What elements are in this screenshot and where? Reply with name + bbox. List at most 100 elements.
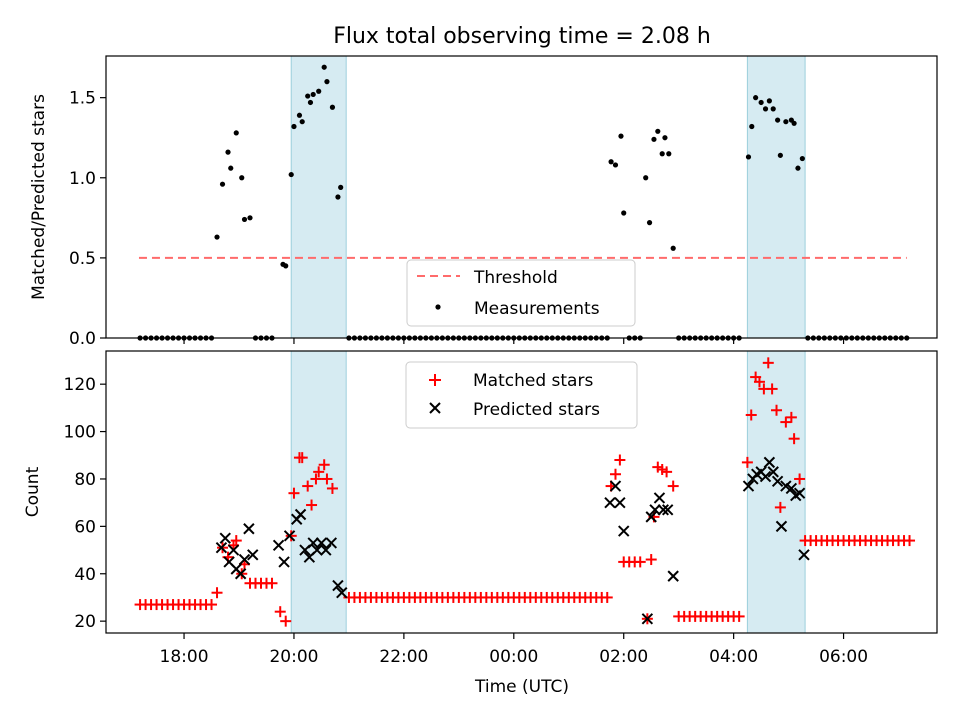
measurement-point [296, 112, 303, 118]
top-ytick-label: 1.0 [69, 169, 96, 189]
measurement-point [299, 119, 305, 125]
matched-star-point [285, 530, 297, 542]
matched-star-point [302, 480, 314, 492]
matched-star-point [609, 468, 621, 480]
measurement-point [321, 64, 327, 70]
matched-star-point [645, 554, 657, 566]
top-panel: 0.0 0.5 1.0 1.5 Matched/Predicted stars Thr… [29, 55, 938, 349]
measurement-point [305, 93, 311, 99]
predicted-star-point [763, 456, 776, 469]
bottom-legend-box [405, 361, 638, 429]
predicted-star-point [320, 544, 332, 556]
matched-star-point [780, 416, 792, 428]
measurement-point [795, 165, 801, 171]
predicted-star-point [798, 549, 810, 561]
measurement-point [233, 130, 239, 136]
matched-star-point [661, 466, 673, 478]
predicted-star-point [767, 466, 779, 478]
bottom-axes-frame [105, 350, 938, 634]
measurement-point [219, 181, 226, 187]
measurement-point [646, 220, 653, 226]
matched-star-point [771, 404, 783, 416]
predicted-star-point [614, 496, 626, 509]
xtick-label: 00:00 [489, 647, 538, 667]
matched-star-point [753, 376, 765, 388]
measurement-point [283, 263, 289, 269]
matched-star-point [296, 452, 308, 464]
bottom-ytick-label: 100 [64, 423, 96, 443]
predicted-star-point [307, 537, 319, 549]
top-ylabel: Matched/Predicted stars [29, 94, 49, 300]
matched-legend-label: Matched stars [473, 371, 593, 391]
predicted-star-point [759, 470, 772, 483]
predicted-star-point [742, 480, 755, 492]
top-legend: Threshold Measurements [406, 259, 636, 327]
measurement-point [618, 133, 624, 139]
bottom-ytick-label: 120 [64, 375, 96, 395]
bottom-ytick-label: 20 [74, 612, 96, 632]
measurements-legend-label: Measurements [474, 299, 600, 319]
predicted-star-point [785, 482, 798, 495]
matched-star-point [733, 610, 745, 622]
matched-star-point [288, 487, 300, 499]
predicted-star-point [272, 539, 285, 552]
matched-star-point [266, 577, 278, 589]
matched-star-point [280, 615, 292, 627]
measurement-point [338, 184, 344, 190]
predicted-star-point [278, 556, 290, 568]
xtick-label: 06:00 [819, 647, 868, 667]
bottom-legend: Matched stars Predicted stars [405, 361, 638, 429]
predicted-star-point [645, 511, 657, 523]
matched-star-point [766, 383, 778, 395]
matched-legend-swatch [429, 374, 441, 386]
predicted-star-point [283, 530, 296, 542]
matched-star-point [667, 480, 679, 492]
measurement-point [777, 152, 783, 158]
measurement-point [324, 79, 330, 85]
measurement-point [608, 159, 614, 165]
predicted-star-point [247, 549, 259, 561]
matched-star-point [310, 473, 322, 485]
measurement-point [799, 155, 805, 162]
top-ytick-label: 1.5 [69, 89, 96, 109]
matched-star-point [318, 459, 330, 471]
top-ytick-label: 0.5 [69, 249, 96, 269]
matched-star-point [785, 411, 797, 423]
predicted-star-point [315, 537, 328, 549]
matched-star-point [788, 433, 800, 445]
predicted-star-point [609, 480, 622, 492]
measurement-point [239, 175, 245, 181]
y-tick-marks: 0.0 0.5 1.0 1.5 [69, 89, 845, 349]
predicted-legend-swatch [429, 402, 441, 414]
predicted-star-point [667, 570, 679, 582]
observing-interval-1 [746, 55, 806, 339]
threshold-legend-label: Threshold [473, 268, 558, 288]
matched-star-point [745, 409, 757, 421]
bottom-ytick-label: 80 [74, 470, 96, 490]
chart-title: Flux total observing time = 2.08 h [333, 24, 711, 49]
predicted-star-point [793, 487, 806, 499]
measurement-point [225, 149, 231, 155]
measurement-point [651, 136, 657, 142]
top-ytick-label: 0.0 [69, 329, 96, 349]
matched-star-point [211, 587, 223, 599]
measurement-point [766, 98, 772, 104]
matched-star-point [614, 454, 626, 466]
measurement-point [329, 104, 336, 110]
xtick-label: 04:00 [709, 647, 758, 667]
measurements-points [137, 64, 910, 341]
predicted-star-point [771, 475, 784, 488]
measurement-point [659, 151, 665, 157]
bottom-ytick-label: 60 [74, 517, 96, 537]
x-axis-label: Time (UTC) [474, 677, 569, 697]
predicted-star-point [227, 544, 240, 556]
predicted-star-point [243, 523, 255, 535]
measurement-point [666, 151, 672, 157]
predicted-star-point [325, 537, 338, 549]
predicted-star-point [641, 613, 654, 625]
measurement-point [655, 128, 661, 134]
bottom-ylabel: Count [23, 466, 43, 517]
xtick-label: 22:00 [379, 647, 428, 667]
predicted-star-point [336, 587, 348, 599]
